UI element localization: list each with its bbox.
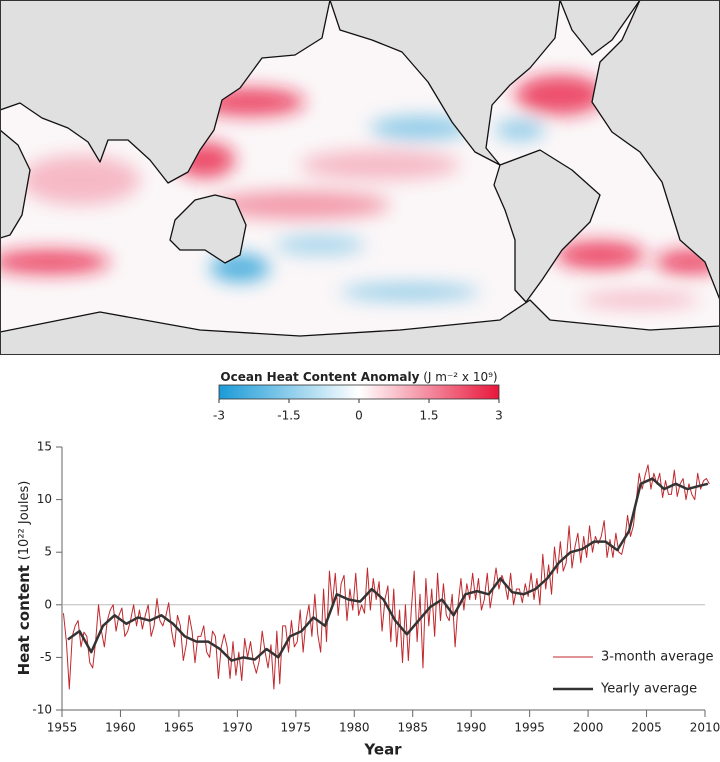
y-tick-label: 10	[37, 492, 52, 506]
x-tick-label: 1955	[47, 721, 78, 735]
land-europe-africa	[591, 0, 720, 301]
x-tick-label: 2000	[573, 721, 604, 735]
x-axis-title: Year	[363, 741, 402, 759]
x-tick-label: 1965	[164, 721, 195, 735]
legend-label: Yearly average	[600, 682, 697, 697]
y-tick-label: -5	[40, 650, 52, 664]
legend-label: 3-month average	[601, 650, 714, 665]
x-tick-label: 1980	[339, 721, 370, 735]
series-line	[62, 464, 710, 690]
colorbar	[218, 384, 500, 400]
land-antarctica	[0, 299, 720, 355]
y-axis-title: Heat content (10²² Joules)	[15, 481, 33, 676]
x-tick-label: 2005	[631, 721, 662, 735]
x-tick-label: 1995	[514, 721, 545, 735]
colorbar-tick-label: 1.5	[419, 409, 438, 423]
y-tick-label: -10	[32, 703, 52, 717]
colorbar-title: Ocean Heat Content Anomaly (J m⁻² x 10⁹)	[220, 370, 497, 384]
y-tick-label: 5	[44, 545, 52, 559]
x-tick-label: 1975	[281, 721, 312, 735]
colorbar-title-text: Ocean Heat Content Anomaly	[220, 370, 419, 384]
x-tick-label: 1970	[222, 721, 253, 735]
y-tick-label: 15	[37, 440, 52, 454]
x-tick-label: 1960	[105, 721, 136, 735]
land-australia	[169, 194, 247, 264]
x-tick-label: 2010	[690, 721, 720, 735]
colorbar-units: (J m⁻² x 10⁹)	[423, 370, 497, 384]
land-south-america	[493, 149, 601, 303]
colorbar-tick-label: 3	[495, 409, 503, 423]
land-greenland	[559, 0, 641, 56]
colorbar-tick-label: -3	[213, 409, 225, 423]
anomaly-map	[0, 0, 720, 355]
series-line	[67, 477, 709, 662]
land-africa-west	[0, 129, 31, 239]
colorbar-tick-label: -1.5	[277, 409, 300, 423]
y-label: Heat content	[15, 565, 33, 675]
x-tick-label: 1990	[456, 721, 487, 735]
x-tick-label: 1985	[397, 721, 428, 735]
y-tick-label: 0	[44, 597, 52, 611]
land-eurasia	[0, 0, 331, 184]
colorbar-tick-label: 0	[355, 409, 363, 423]
y-label-units: (10²² Joules)	[17, 481, 32, 561]
